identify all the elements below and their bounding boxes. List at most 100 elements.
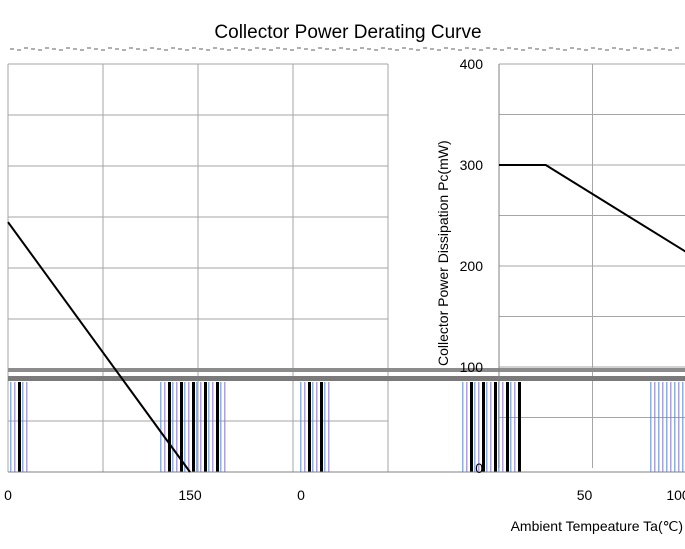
noise-dash: [108, 47, 112, 49]
glitch-stripe: [14, 382, 16, 472]
noise-dash: [465, 47, 469, 49]
noise-dash: [255, 47, 259, 49]
noise-dash: [31, 48, 35, 50]
noise-dash: [290, 49, 294, 51]
y-tick-label: 400: [460, 56, 484, 72]
noise-dash: [668, 49, 672, 51]
noise-dash: [143, 49, 147, 51]
y-tick-label: 300: [460, 157, 484, 173]
glitch-stripe: [466, 382, 468, 472]
noise-dash: [59, 49, 63, 51]
glitch-stripe: [204, 382, 207, 472]
noise-dash: [262, 48, 266, 50]
noise-dash: [591, 47, 595, 49]
noise-dash: [234, 47, 238, 49]
glitch-stripe: [176, 382, 178, 472]
noise-dash: [409, 48, 413, 50]
left-chart-gridlines: [7, 63, 389, 473]
noise-dash: [192, 47, 196, 49]
noise-dash: [269, 49, 273, 51]
x-tick-label: 100: [666, 487, 685, 503]
glitch-stripe: [308, 382, 311, 472]
noise-dash: [185, 49, 189, 51]
glitch-stripe: [164, 382, 166, 472]
glitch-stripe: [300, 382, 302, 472]
noise-dash: [486, 47, 490, 49]
glitch-stripe: [10, 382, 12, 472]
noise-dash: [220, 48, 224, 50]
noise-dash: [66, 47, 70, 49]
chart-axes: [8, 64, 685, 473]
noise-dash: [584, 49, 588, 51]
noise-dash: [598, 48, 602, 50]
y-tick-label: 200: [460, 258, 484, 274]
noise-dash: [619, 48, 623, 50]
noise-dash: [647, 49, 651, 51]
glitch-stripe: [196, 382, 198, 472]
noise-dash: [430, 48, 434, 50]
left-x-tick-label: 150: [178, 487, 202, 503]
glitch-stripe: [666, 382, 668, 472]
glitch-stripe: [304, 382, 306, 472]
noise-dash: [101, 49, 105, 51]
noise-dash: [577, 48, 581, 50]
noise-dash: [346, 48, 350, 50]
noise-dash: [304, 48, 308, 50]
glitch-stripe: [212, 382, 214, 472]
glitch-stripe: [478, 382, 480, 472]
right-series-line: [499, 164, 685, 253]
noise-dash: [129, 47, 133, 49]
noise-dash: [38, 49, 42, 51]
glitch-stripe: [474, 382, 476, 472]
glitch-stripe: [654, 382, 656, 472]
left-series-line: [7, 221, 191, 473]
noise-dash: [395, 49, 399, 51]
glitch-stripe: [22, 382, 24, 472]
noise-dash: [654, 47, 658, 49]
noise-dash: [402, 47, 406, 49]
glitch-stripe: [482, 382, 485, 472]
y-tick-label: 100: [460, 359, 484, 375]
noise-dash: [416, 49, 420, 51]
glitch-stripe: [224, 382, 226, 472]
noise-dash: [248, 49, 252, 51]
noise-dash: [325, 48, 329, 50]
y-axis-label: Collector Power Dissipation Pc(mW): [435, 140, 451, 366]
noise-dash: [528, 47, 532, 49]
noise-dash: [87, 47, 91, 49]
glitch-band: [8, 368, 685, 372]
glitch-stripe: [216, 382, 219, 472]
glitch-stripe: [316, 382, 318, 472]
glitch-stripe: [184, 382, 186, 472]
noise-dash: [227, 49, 231, 51]
glitch-stripe: [662, 382, 664, 472]
noise-dash: [171, 47, 175, 49]
noise-dash: [549, 47, 553, 49]
noise-dash: [423, 47, 427, 49]
glitch-stripe: [510, 382, 512, 472]
noise-dash: [122, 49, 126, 51]
noise-dash: [311, 49, 315, 51]
glitch-stripe: [180, 382, 183, 472]
glitch-stripe: [650, 382, 652, 472]
noise-dash: [535, 48, 539, 50]
noise-dash: [199, 48, 203, 50]
noise-dash: [388, 48, 392, 50]
noise-dash: [52, 48, 56, 50]
glitch-stripe: [494, 382, 497, 472]
noise-dash: [633, 47, 637, 49]
noise-dash: [206, 49, 210, 51]
noise-dash: [136, 48, 140, 50]
noise-dash: [164, 49, 168, 51]
noise-dash: [507, 47, 511, 49]
left-x-tick-label: 0: [4, 487, 12, 503]
noise-dash: [213, 47, 217, 49]
noise-dash: [640, 48, 644, 50]
glitch-stripe: [658, 382, 660, 472]
noise-dash: [283, 48, 287, 50]
glitch-stripe: [26, 382, 28, 472]
glitch-stripe: [518, 382, 521, 472]
tick-labels: 0 100 200 300 400 0 50 100 0 150: [4, 56, 685, 503]
